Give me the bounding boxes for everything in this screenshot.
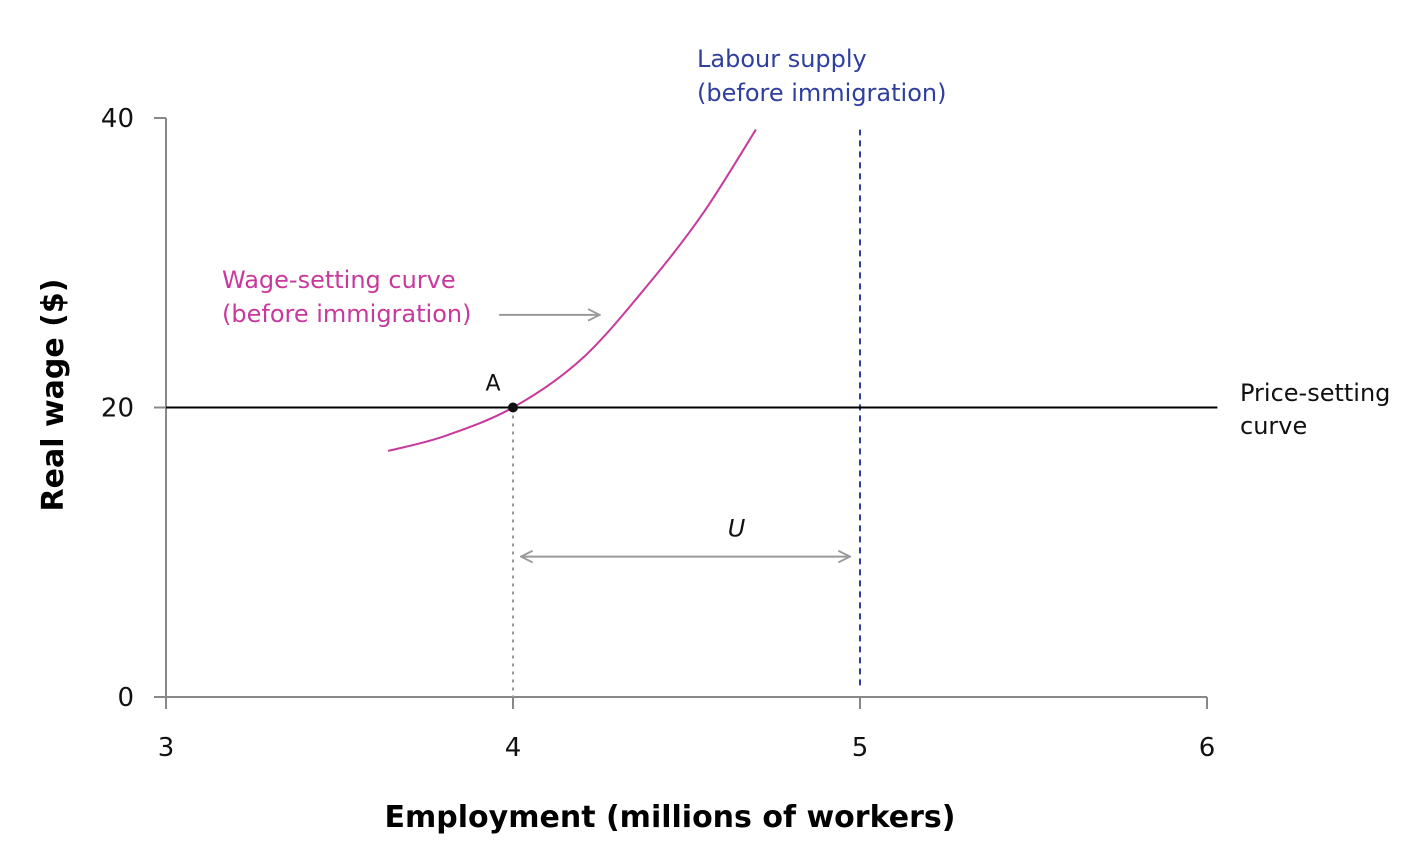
x-tick-label: 6 — [1199, 733, 1216, 763]
labour-supply-label-line1: Labour supply — [697, 45, 867, 73]
y-axis-title: Real wage ($) — [36, 279, 71, 512]
wage-setting-label-line1: Wage-setting curve — [222, 266, 456, 294]
wage-setting-curve — [387, 129, 757, 452]
x-tick-label: 3 — [158, 733, 175, 763]
labour-supply-label-line2: (before immigration) — [697, 79, 946, 107]
x-tick-label: 5 — [852, 733, 869, 763]
wage-setting-label-line2: (before immigration) — [222, 300, 471, 328]
price-setting-label-line2: curve — [1240, 412, 1307, 440]
y-tick-label: 20 — [101, 394, 134, 424]
price-setting-label-line1: Price-setting — [1240, 379, 1390, 407]
y-tick-label: 40 — [101, 104, 134, 134]
y-tick-label: 0 — [117, 683, 134, 713]
point-a-marker — [508, 402, 518, 413]
x-axis-title: Employment (millions of workers) — [385, 800, 956, 835]
x-ticks: 3 4 5 6 — [158, 697, 1216, 763]
point-a-label: A — [485, 372, 500, 397]
y-ticks: 0 20 40 — [101, 104, 166, 713]
x-tick-label: 4 — [505, 733, 522, 763]
unemployment-label: U — [728, 515, 746, 543]
